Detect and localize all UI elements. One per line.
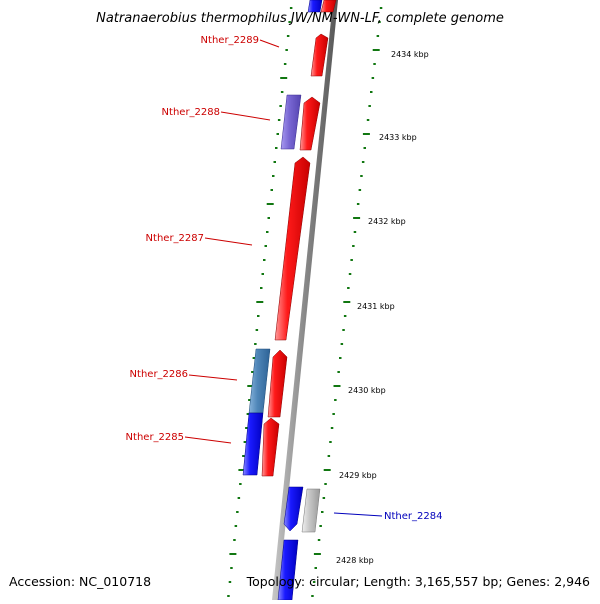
gene-feature-nther-2284-reverse: [283, 486, 304, 532]
ruler-label-2429-kbp: 2429 kbp: [339, 471, 377, 480]
gene-feature-nther-2288: [280, 94, 302, 150]
gc-content-ticks: [227, 7, 383, 597]
ruler-label-2434-kbp: 2434 kbp: [391, 50, 429, 59]
accession-text: Accession: NC_010718: [9, 574, 151, 589]
gene-feature-nther-2288-forward: [299, 96, 321, 151]
gene-feature-top-red-partial: [320, 0, 337, 13]
gene-label-nther-2285[interactable]: Nther_2285: [126, 432, 184, 443]
map-title: Natranaerobius thermophilus JW/NM-WN-LF,…: [96, 11, 504, 26]
ruler-label-2428-kbp: 2428 kbp: [336, 556, 374, 565]
topology-text: Topology: circular; Length: 3,165,557 bp…: [246, 574, 590, 589]
gene-feature-nther-2285-forward: [261, 417, 280, 477]
gene-label-nther-2287[interactable]: Nther_2287: [146, 233, 204, 244]
gene-feature-nther-2287: [274, 156, 311, 341]
gene-label-nther-2284[interactable]: Nther_2284: [384, 511, 442, 522]
leader-line-nther-2289: [259, 39, 280, 48]
gene-label-nther-2289[interactable]: Nther_2289: [201, 35, 259, 46]
gene-feature-nther-2285: [242, 412, 264, 476]
leader-line-nther-2286: [188, 374, 238, 381]
gene-feature-nther-2286-forward: [267, 349, 288, 418]
genome-backbone: [272, 0, 338, 600]
gene-feature-nther-2286: [248, 348, 271, 414]
leader-line-nther-2285: [184, 436, 232, 444]
gene-label-nther-2288[interactable]: Nther_2288: [162, 107, 220, 118]
leader-line-nther-2287: [204, 237, 253, 246]
ruler-label-2433-kbp: 2433 kbp: [379, 133, 417, 142]
gene-feature-nther-2289: [310, 33, 329, 77]
gene-feature-nther-2284: [301, 488, 321, 533]
ruler-label-2431-kbp: 2431 kbp: [357, 302, 395, 311]
gene-label-nther-2286[interactable]: Nther_2286: [130, 369, 188, 380]
leader-line-nther-2284: [333, 512, 383, 517]
ruler-label-2432-kbp: 2432 kbp: [368, 217, 406, 226]
ruler-label-2430-kbp: 2430 kbp: [348, 386, 386, 395]
leader-line-nther-2288: [220, 111, 271, 121]
gene-feature-top-blue-partial: [307, 0, 323, 13]
